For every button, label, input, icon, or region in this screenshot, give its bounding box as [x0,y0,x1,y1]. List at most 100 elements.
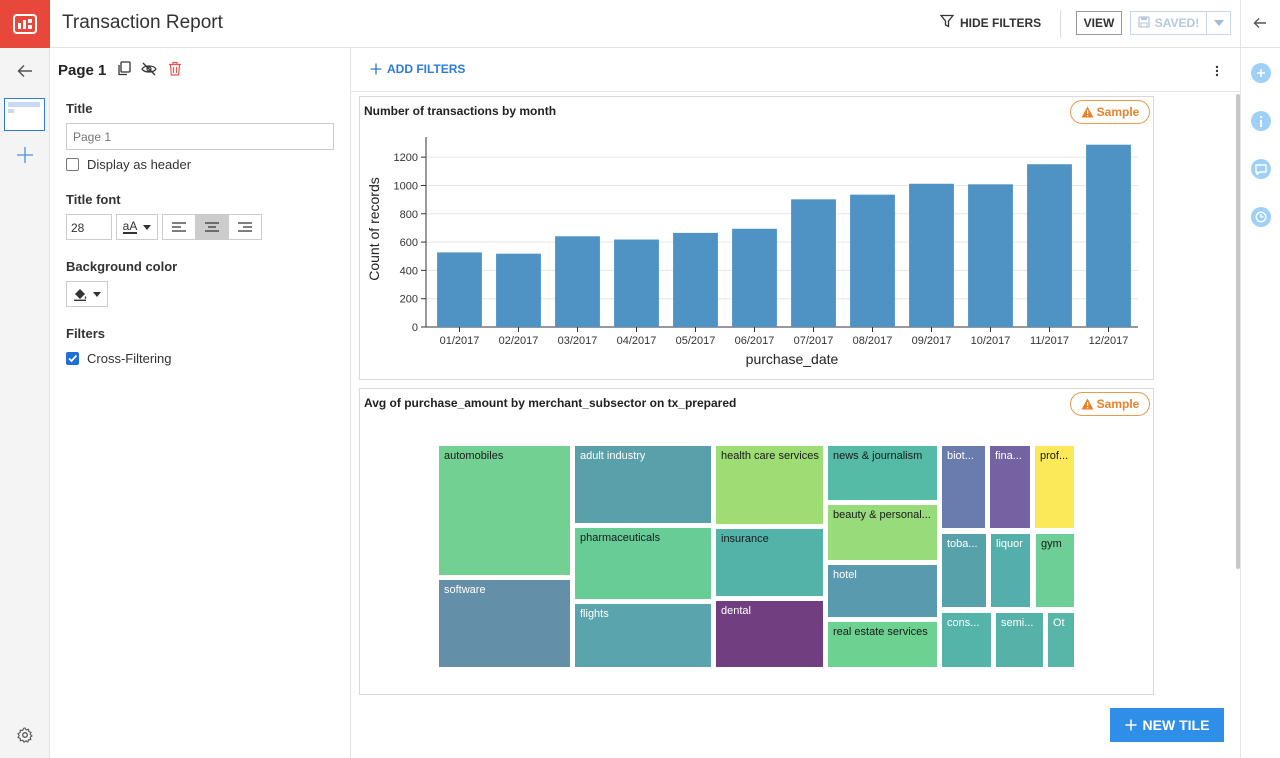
page-navigation-rail [0,48,50,758]
treemap-cell[interactable]: hotel [828,565,937,617]
title-input[interactable] [66,123,334,150]
treemap-cell-label: fina... [995,450,1022,462]
font-case-label: aA [122,219,138,234]
treemap-cell-label: toba... [947,538,978,550]
duplicate-icon[interactable] [117,61,131,81]
treemap-cell[interactable]: flights [575,604,711,667]
x-tick-label: 07/2017 [794,335,834,347]
filter-bar: ADD FILTERS [351,48,1240,92]
background-color-picker[interactable] [66,281,108,307]
treemap-cell[interactable]: biot... [942,446,985,528]
treemap-cell[interactable]: liquor [991,534,1030,607]
treemap-cell[interactable]: pharmaceuticals [575,528,711,599]
treemap-cell-label: flights [580,608,609,620]
bar-11/2017 [1027,164,1072,327]
treemap-cell[interactable]: insurance [716,529,823,596]
warning-icon [1081,106,1094,118]
add-filters-button[interactable]: ADD FILTERS [370,62,465,76]
gear-icon[interactable] [17,727,33,748]
treemap-cell[interactable]: gym [1036,534,1074,607]
page-name: Page 1 [58,62,107,79]
discussion-icon[interactable] [1251,159,1271,179]
saved-button[interactable]: SAVED! [1130,11,1231,35]
trash-icon[interactable] [168,61,182,81]
treemap-cell-label: adult industry [580,450,646,462]
text-align-group [162,214,262,240]
chart-title: Number of transactions by month [364,104,557,118]
divider [1060,10,1061,38]
chevron-down-icon [93,291,101,297]
treemap-cell[interactable]: beauty & personal... [828,505,937,560]
treemap-cell[interactable]: automobiles [439,446,570,575]
x-tick-label: 05/2017 [676,335,716,347]
page-thumbnail[interactable] [4,98,45,131]
sample-badge[interactable]: Sample [1070,100,1150,124]
treemap-cell[interactable]: toba... [942,534,986,607]
new-tile-button[interactable]: NEW TILE [1110,708,1224,742]
treemap: automobiles software adult industry pharmac… [360,389,1153,694]
treemap-cell-label: cons... [947,617,980,629]
chevron-down-icon [1213,20,1224,26]
treemap-cell[interactable]: news & journalism [828,446,937,500]
display-as-header-option[interactable]: Display as header [66,157,191,172]
divider [1240,0,1241,48]
plus-icon [370,63,382,75]
treemap-cell[interactable]: software [439,580,570,667]
treemap-cell-label: biot... [947,450,974,462]
sample-label: Sample [1096,105,1140,119]
align-center-icon[interactable] [196,215,229,239]
save-options-dropdown[interactable] [1207,20,1230,26]
bar-05/2017 [673,232,718,327]
x-axis-title: purchase_date [746,351,839,367]
back-arrow-icon[interactable] [17,64,33,83]
y-tick-label: 1200 [394,152,418,164]
dashboard-canvas: ADD FILTERS Number of transactions by mo… [351,48,1240,758]
info-icon[interactable] [1251,111,1271,131]
treemap-cell[interactable]: prof... [1035,446,1074,528]
chart-title: Avg of purchase_amount by merchant_subse… [364,396,737,410]
treemap-cell[interactable]: fina... [990,446,1030,528]
display-as-header-label: Display as header [87,157,192,172]
filters-label: Filters [66,326,106,341]
font-size-input[interactable]: 28 [66,214,112,240]
more-options-icon[interactable] [1215,64,1219,82]
x-tick-label: 06/2017 [735,335,775,347]
treemap-cell[interactable]: dental [716,601,823,667]
scrollbar[interactable] [1236,94,1240,569]
cross-filtering-checkbox[interactable] [66,352,79,365]
align-right-icon[interactable] [229,215,261,239]
treemap-cell[interactable]: real estate services [828,622,937,667]
view-button[interactable]: VIEW [1076,11,1122,35]
treemap-cell[interactable]: cons... [942,613,991,667]
treemap-cell[interactable]: health care services [716,446,823,524]
bar-03/2017 [555,236,600,327]
hide-filters-button[interactable]: HIDE FILTERS [939,14,1042,31]
hide-filters-label: HIDE FILTERS [960,15,1042,30]
add-filters-label: ADD FILTERS [387,62,466,76]
add-page-icon[interactable] [16,146,34,169]
right-action-rail [1240,48,1280,758]
treemap-cell-label: dental [721,605,751,617]
treemap-cell[interactable]: adult industry [575,446,711,523]
bar-02/2017 [496,253,541,327]
treemap-cell[interactable]: semi... [996,613,1043,667]
treemap-cell-label: Ot [1053,617,1065,629]
back-arrow-icon[interactable] [1253,16,1267,35]
bar-chart-tile[interactable]: Number of transactions by month Sample 0… [359,96,1154,380]
align-left-icon[interactable] [163,215,196,239]
cross-filtering-option[interactable]: Cross-Filtering [66,351,172,366]
font-color-picker[interactable]: aA [116,214,158,240]
treemap-tile[interactable]: Avg of purchase_amount by merchant_subse… [359,388,1154,695]
title-font-label: Title font [66,192,121,207]
treemap-cell[interactable]: Ot [1048,613,1074,667]
dashboard-logo-icon[interactable] [0,0,50,48]
display-as-header-checkbox[interactable] [66,158,79,171]
bar-09/2017 [909,183,954,327]
y-tick-label: 1000 [394,180,418,192]
new-tile-label: NEW TILE [1142,717,1210,733]
warning-icon [1081,398,1094,410]
add-circle-icon[interactable] [1251,63,1271,83]
hide-icon[interactable] [141,62,157,81]
history-icon[interactable] [1251,207,1271,227]
sample-badge[interactable]: Sample [1070,392,1150,416]
